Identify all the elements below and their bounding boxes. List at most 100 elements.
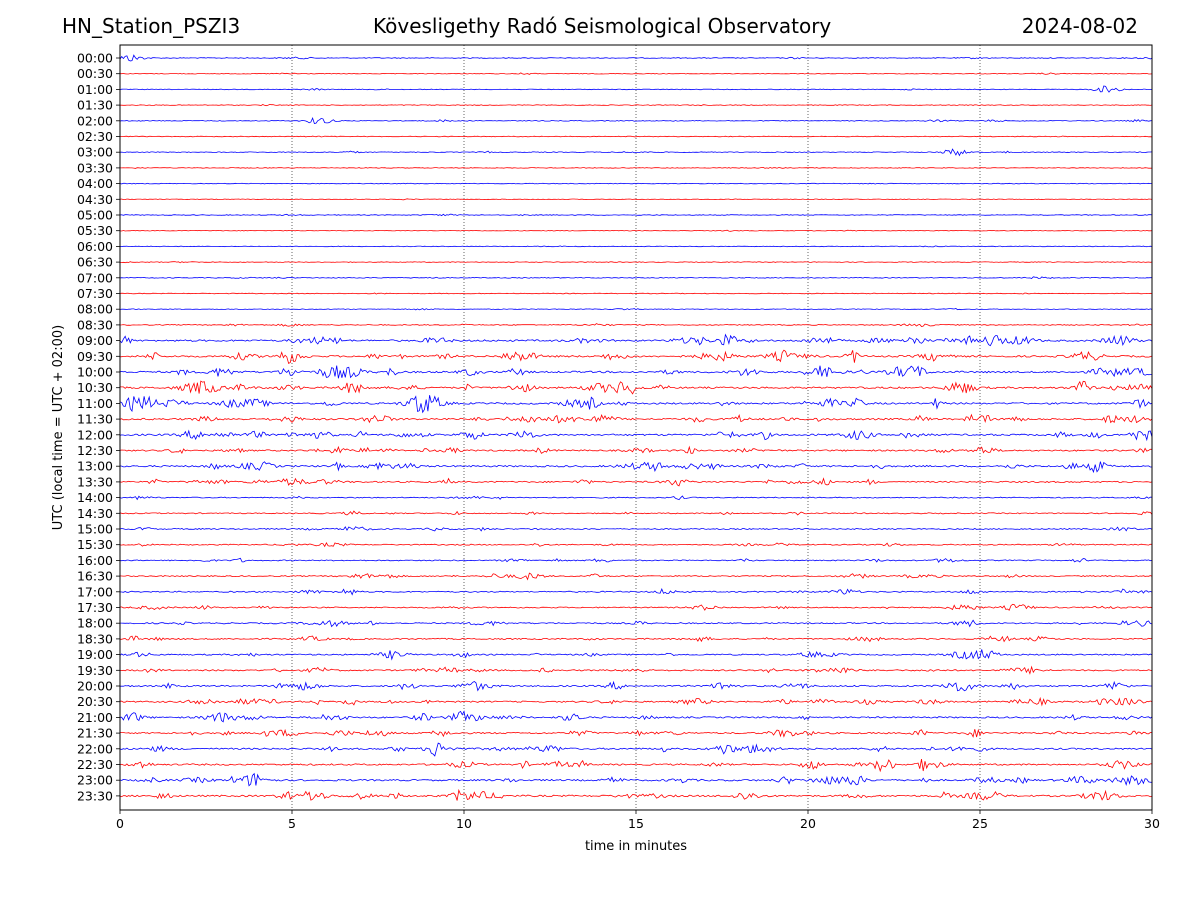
y-tick-label: 18:00 <box>77 616 113 631</box>
y-tick-label: 03:00 <box>77 145 113 160</box>
y-tick-label: 06:00 <box>77 239 113 254</box>
trace-0330 <box>120 166 1153 169</box>
trace-0130 <box>120 103 1153 107</box>
station-name: HN_Station_PSZI3 <box>62 14 241 38</box>
y-tick-label: 09:30 <box>77 349 113 364</box>
y-tick-label: 05:30 <box>77 223 113 238</box>
trace-2130 <box>119 728 1153 738</box>
trace-0700 <box>119 276 1152 279</box>
y-tick-label: 17:30 <box>77 600 113 615</box>
y-tick-label: 21:00 <box>77 710 113 725</box>
trace-0730 <box>119 292 1153 295</box>
trace-1700 <box>119 588 1153 596</box>
trace-0230 <box>119 135 1153 138</box>
y-tick-label: 16:30 <box>77 569 113 584</box>
observatory-title: Kövesligethy Radó Seismological Observat… <box>373 14 832 38</box>
x-tick-label: 25 <box>972 816 988 831</box>
trace-1230 <box>119 445 1152 454</box>
y-tick-label: 14:30 <box>77 506 113 521</box>
y-tick-label: 20:00 <box>77 679 113 694</box>
y-tick-label: 19:30 <box>77 663 113 678</box>
y-tick-label: 06:30 <box>77 255 113 270</box>
x-tick-label: 5 <box>288 816 296 831</box>
trace-0600 <box>119 245 1153 248</box>
plot-date: 2024-08-02 <box>1021 14 1138 38</box>
trace-1100 <box>119 395 1153 414</box>
trace-0030 <box>120 72 1153 75</box>
y-tick-label: 10:30 <box>77 380 113 395</box>
y-tick-label: 00:30 <box>77 66 113 81</box>
trace-0500 <box>119 213 1153 217</box>
trace-1030 <box>120 380 1153 395</box>
trace-0800 <box>119 308 1153 311</box>
trace-0200 <box>119 116 1153 124</box>
y-tick-label: 04:30 <box>77 192 113 207</box>
y-tick-label: 03:30 <box>77 160 113 175</box>
trace-2000 <box>120 680 1152 692</box>
y-tick-label: 22:00 <box>77 741 113 756</box>
trace-1330 <box>119 477 1153 487</box>
y-tick-label: 17:00 <box>77 584 113 599</box>
trace-1500 <box>119 526 1153 532</box>
trace-1530 <box>119 542 1152 548</box>
y-tick-label: 23:30 <box>77 788 113 803</box>
y-tick-label: 16:00 <box>77 553 113 568</box>
y-tick-label: 15:30 <box>77 537 113 552</box>
trace-2100 <box>119 710 1153 723</box>
trace-2230 <box>119 759 1153 773</box>
trace-0930 <box>119 349 1153 364</box>
y-tick-label: 08:00 <box>77 302 113 317</box>
trace-1300 <box>119 461 1152 474</box>
x-tick-label: 0 <box>116 816 124 831</box>
y-tick-label: 11:00 <box>77 396 113 411</box>
y-tick-label: 12:00 <box>77 427 113 442</box>
trace-0100 <box>119 85 1152 93</box>
x-tick-label: 15 <box>628 816 644 831</box>
x-tick-label: 30 <box>1144 816 1160 831</box>
trace-0900 <box>119 333 1153 347</box>
y-tick-label: 01:00 <box>77 82 113 97</box>
trace-1900 <box>119 649 1153 661</box>
x-axis-label: time in minutes <box>585 839 687 854</box>
y-tick-label: 07:00 <box>77 270 113 285</box>
trace-1430 <box>119 510 1153 516</box>
trace-1130 <box>119 413 1153 424</box>
x-tick-label: 10 <box>456 816 472 831</box>
y-axis-label: UTC (local time = UTC + 02:00) <box>51 325 66 530</box>
trace-1730 <box>119 603 1153 611</box>
trace-1800 <box>120 619 1153 628</box>
y-tick-label: 02:30 <box>77 129 113 144</box>
trace-1830 <box>119 635 1153 643</box>
trace-2030 <box>120 696 1153 707</box>
trace-1200 <box>119 429 1153 442</box>
trace-1930 <box>119 665 1153 675</box>
trace-0300 <box>119 148 1153 157</box>
trace-0630 <box>119 261 1153 264</box>
y-tick-label: 14:00 <box>77 490 113 505</box>
y-tick-label: 13:00 <box>77 459 113 474</box>
trace-0430 <box>119 198 1153 201</box>
trace-2300 <box>119 772 1153 787</box>
trace-2330 <box>119 788 1153 801</box>
x-tick-label: 20 <box>800 816 816 831</box>
y-tick-label: 01:30 <box>77 98 113 113</box>
y-tick-label: 07:30 <box>77 286 113 301</box>
y-tick-label: 04:00 <box>77 176 113 191</box>
trace-0830 <box>119 323 1153 327</box>
y-tick-label: 21:30 <box>77 726 113 741</box>
trace-1400 <box>119 495 1152 501</box>
y-tick-label: 02:00 <box>77 113 113 128</box>
y-tick-label: 23:00 <box>77 773 113 788</box>
trace-0530 <box>119 229 1153 232</box>
y-tick-label: 05:00 <box>77 208 113 223</box>
y-tick-label: 11:30 <box>77 412 113 427</box>
y-tick-label: 22:30 <box>77 757 113 772</box>
y-tick-label: 08:30 <box>77 317 113 332</box>
y-tick-label: 20:30 <box>77 694 113 709</box>
y-tick-label: 18:30 <box>77 631 113 646</box>
trace-1600 <box>120 557 1153 563</box>
y-tick-label: 15:00 <box>77 522 113 537</box>
y-tick-label: 10:00 <box>77 365 113 380</box>
y-tick-label: 09:00 <box>77 333 113 348</box>
